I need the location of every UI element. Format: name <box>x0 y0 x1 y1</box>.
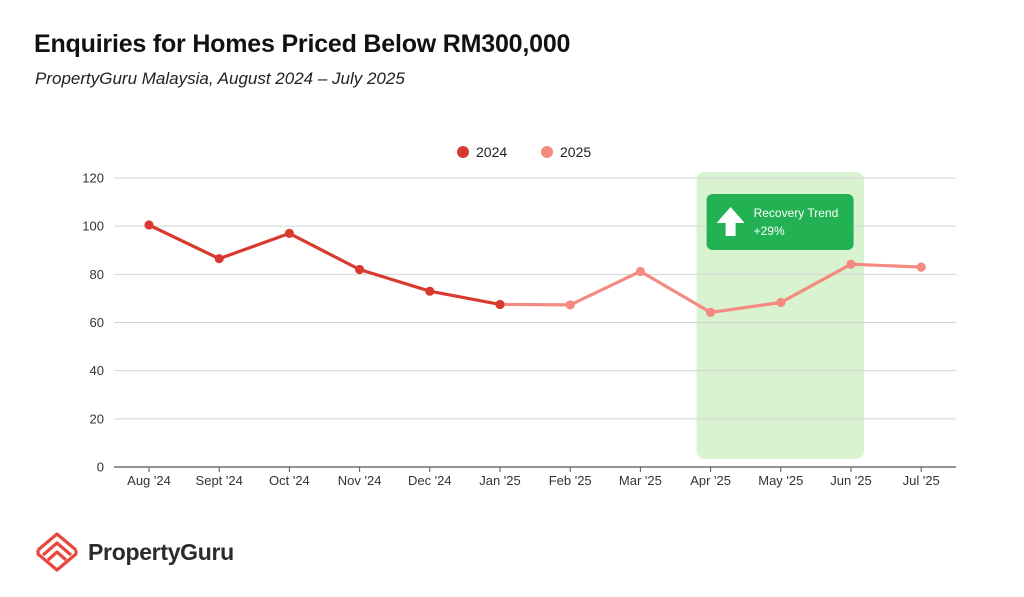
arrow-up-icon <box>716 207 745 236</box>
data-point <box>425 286 435 296</box>
x-tick-label: Aug '24 <box>127 473 171 488</box>
series-line-2024 <box>147 223 502 306</box>
x-tick-label: Jul '25 <box>903 473 940 488</box>
brand-name: PropertyGuru <box>88 538 234 565</box>
data-point <box>916 262 926 272</box>
data-point <box>495 299 505 310</box>
legend-marker <box>457 146 469 158</box>
x-tick-label: Sept '24 <box>196 473 243 488</box>
x-tick-label: Mar '25 <box>619 473 662 488</box>
x-tick-label: Jun '25 <box>830 473 872 488</box>
brand-footer: PropertyGuru <box>34 530 234 574</box>
data-point <box>776 297 786 308</box>
y-tick-label: 100 <box>82 219 104 234</box>
data-point <box>355 264 365 275</box>
x-tick-label: Nov '24 <box>338 473 382 488</box>
y-tick-label: 60 <box>90 315 104 330</box>
x-tick-label: Dec '24 <box>408 473 452 488</box>
legend-label: 2025 <box>560 144 591 160</box>
chart-title: Enquiries for Homes Priced Below RM300,0… <box>34 30 571 58</box>
data-point <box>144 220 154 230</box>
y-tick-label: 40 <box>90 363 104 378</box>
data-point <box>214 254 224 264</box>
propertyguru-logo-icon <box>36 532 78 572</box>
x-tick-label: Jan '25 <box>479 473 521 488</box>
y-tick-label: 80 <box>90 267 104 282</box>
y-tick-label: 0 <box>97 460 104 475</box>
x-tick-label: Apr '25 <box>690 473 731 488</box>
y-tick-label: 20 <box>90 411 104 426</box>
recovery-value: +29% <box>754 224 785 238</box>
recovery-badge <box>706 194 854 250</box>
x-tick-label: Oct '24 <box>269 473 310 488</box>
recovery-label: Recovery Trend <box>754 206 839 220</box>
data-point <box>284 228 294 238</box>
data-point <box>846 259 856 269</box>
data-point <box>635 266 646 277</box>
x-tick-label: Feb '25 <box>549 473 592 488</box>
data-point <box>706 307 716 317</box>
legend-label: 2024 <box>476 144 507 160</box>
legend-marker <box>541 146 553 158</box>
x-tick-label: May '25 <box>758 473 803 488</box>
chart-subtitle: PropertyGuru Malaysia, August 2024 – Jul… <box>35 69 405 88</box>
data-point <box>565 300 575 310</box>
y-tick-label: 120 <box>82 171 104 186</box>
